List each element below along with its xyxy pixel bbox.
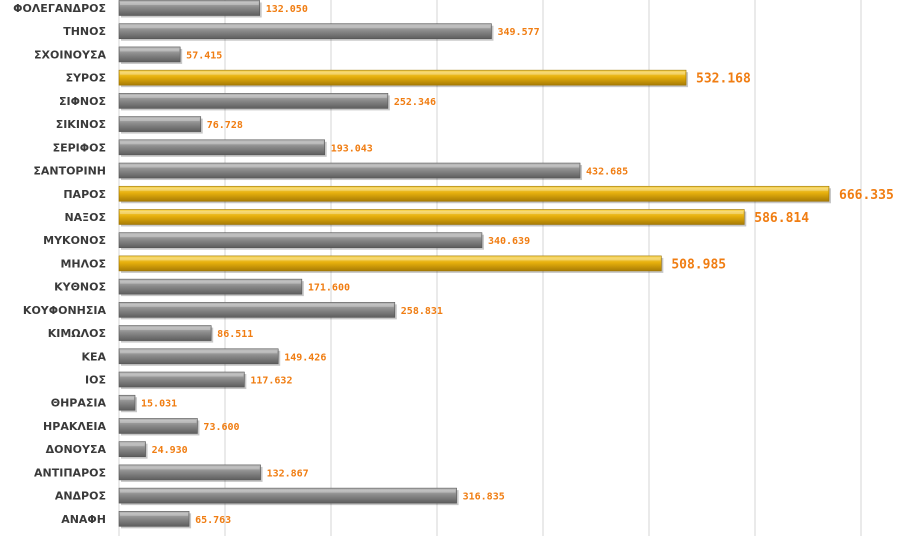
value-label: 65.763	[195, 515, 231, 526]
value-label: 76.728	[207, 120, 243, 131]
bar-gloss	[120, 373, 244, 377]
bar-gloss	[120, 396, 135, 400]
value-label: 117.632	[250, 376, 292, 387]
value-label: 15.031	[141, 399, 177, 410]
category-label: ΜΥΚΟΝΟΣ	[43, 234, 106, 247]
bar-17	[118, 371, 245, 388]
bar-9	[118, 185, 830, 202]
bar-gloss	[120, 257, 661, 261]
bar-gloss	[120, 443, 145, 447]
category-label: ΜΗΛΟΣ	[60, 257, 106, 270]
category-label: ΘΗΡΑΣΙΑ	[51, 397, 107, 410]
bar-gloss	[120, 25, 491, 29]
category-label: ΚΕΑ	[81, 350, 106, 363]
category-label: ΣΧΟΙΝΟΥΣΑ	[34, 48, 106, 61]
value-label: 340.639	[488, 236, 530, 247]
bar-gloss	[120, 280, 301, 284]
value-label: 349.577	[497, 27, 539, 38]
bar-11	[118, 232, 483, 248]
bar-16	[118, 348, 279, 365]
bar-gloss	[120, 71, 686, 75]
category-label: ΑΝΔΡΟΣ	[55, 490, 106, 503]
value-label: 432.685	[586, 167, 628, 178]
bar-15	[118, 325, 212, 341]
value-labels: 132.050 349.577 57.415 532.168 252.346 76.728…	[141, 4, 894, 526]
bar-gloss	[120, 350, 278, 354]
bar-gloss	[120, 303, 394, 307]
value-label: 86.511	[217, 329, 253, 340]
bar-8	[118, 162, 581, 179]
value-label: 132.050	[266, 4, 308, 15]
bar-gloss	[120, 466, 260, 470]
category-label: ΣΥΡΟΣ	[66, 72, 106, 85]
value-label: 24.930	[152, 445, 188, 456]
value-label: 258.831	[401, 306, 443, 317]
bar-gloss	[120, 187, 828, 191]
bar-gloss	[120, 94, 387, 98]
value-label: 57.415	[186, 50, 222, 61]
bar-gloss	[120, 141, 324, 145]
category-label: ΑΝΤΙΠΑΡΟΣ	[34, 466, 106, 479]
bar-22	[118, 487, 457, 504]
bar-23	[118, 511, 190, 527]
category-label: ΚΙΜΩΛΟΣ	[48, 327, 106, 340]
bar-12	[118, 255, 662, 272]
value-label: 132.867	[267, 468, 309, 479]
value-label: 508.985	[671, 257, 726, 272]
value-label: 73.600	[203, 422, 239, 433]
bar-4	[118, 69, 687, 86]
bar-13	[118, 278, 303, 295]
category-label: ΔΟΝΟΥΣΑ	[46, 443, 107, 456]
bar-20	[118, 441, 146, 457]
bar-2	[118, 23, 492, 40]
bar-gloss	[120, 2, 259, 5]
category-label: ΤΗΝΟΣ	[63, 25, 106, 38]
bar-6	[118, 116, 202, 132]
bar-gloss	[120, 48, 180, 52]
bar-gloss	[120, 164, 580, 168]
bar-14	[118, 302, 396, 318]
bar-19	[118, 418, 198, 434]
bar-3	[118, 46, 181, 63]
value-label: 586.814	[754, 211, 809, 226]
bar-18	[118, 394, 136, 411]
category-label: ΣΕΡΙΦΟΣ	[53, 141, 106, 154]
category-label: ΣΙΦΝΟΣ	[59, 95, 106, 108]
bar-gloss	[120, 234, 481, 238]
bar-5	[118, 93, 389, 109]
bar-gloss	[120, 118, 200, 122]
category-label: ΣΙΚΙΝΟΣ	[56, 118, 106, 131]
category-label: ΙΟΣ	[85, 374, 106, 387]
value-label: 666.335	[839, 188, 894, 203]
category-label: ΚΥΘΝΟΣ	[54, 281, 106, 294]
bar-7	[118, 139, 325, 156]
category-label: ΗΡΑΚΛΕΙΑ	[43, 420, 106, 433]
category-label: ΣΑΝΤΟΡΙΝΗ	[33, 165, 106, 178]
value-label: 532.168	[696, 72, 751, 87]
bar-gloss	[120, 210, 744, 214]
bar-gloss	[120, 489, 456, 493]
bar-gloss	[120, 512, 189, 516]
category-label: ΝΑΞΟΣ	[64, 211, 106, 224]
value-label: 171.600	[308, 283, 350, 294]
bar-1	[118, 0, 261, 16]
bar-10	[118, 209, 745, 225]
category-label: ΦΟΛΕΓΑΝΔΡΟΣ	[13, 2, 106, 15]
value-label: 316.835	[463, 492, 505, 503]
category-label: ΠΑΡΟΣ	[63, 188, 106, 201]
category-label: ΚΟΥΦΟΝΗΣΙΑ	[23, 304, 107, 317]
category-label: ΑΝΑΦΗ	[61, 513, 106, 526]
bar-21	[118, 464, 261, 481]
bar-gloss	[120, 419, 197, 423]
category-labels: ΦΟΛΕΓΑΝΔΡΟΣ ΤΗΝΟΣ ΣΧΟΙΝΟΥΣΑ ΣΥΡΟΣ ΣΙΦΝΟΣ ΣΙΚΙ…	[13, 2, 106, 526]
value-label: 149.426	[284, 352, 326, 363]
value-label: 193.043	[331, 143, 373, 154]
bars	[118, 0, 831, 529]
value-label: 252.346	[394, 97, 436, 108]
bar-gloss	[120, 327, 211, 331]
